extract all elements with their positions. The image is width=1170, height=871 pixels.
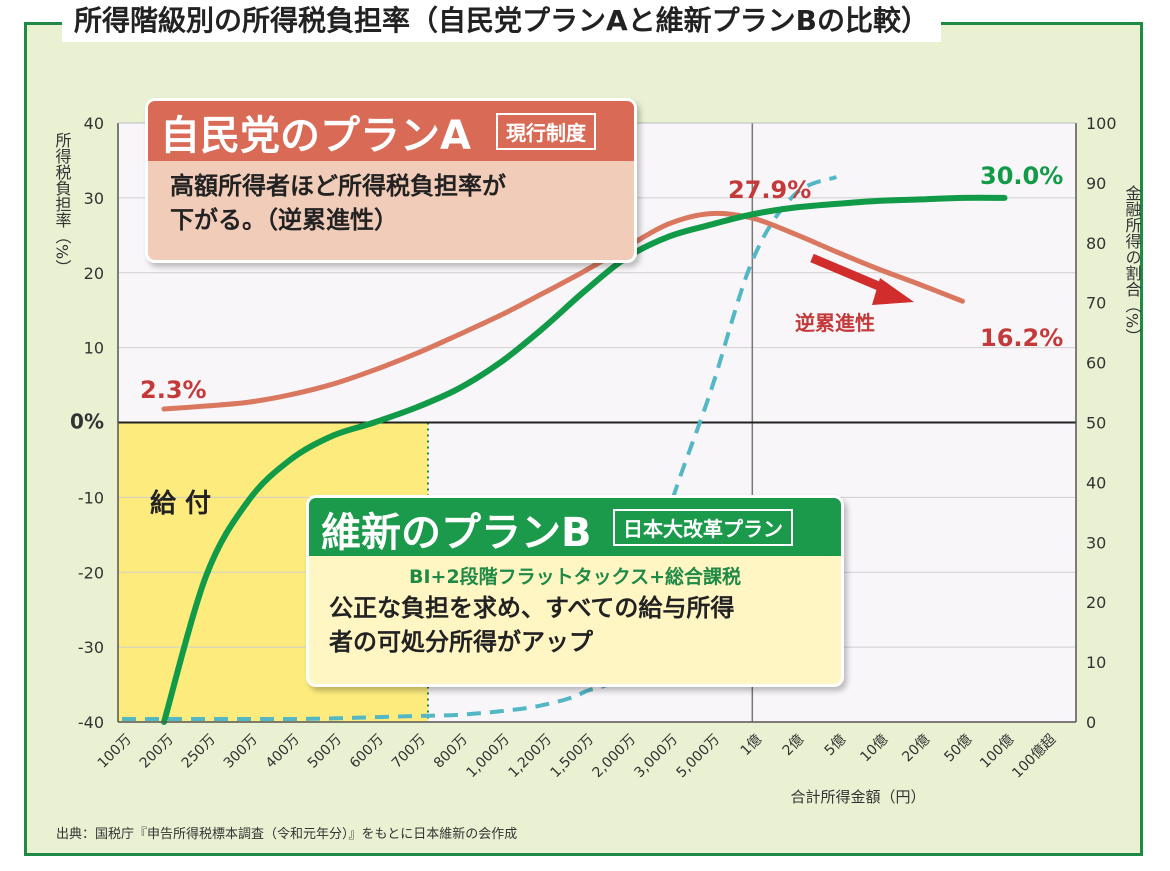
plan-b-box: 維新のプランB 日本大改革プラン BI+2段階フラットタックス+総合課税 公正な… [306, 495, 844, 687]
financial-income-share-line [122, 175, 838, 722]
x-tick-label: 700万 [389, 732, 429, 772]
left-tick-label: 10 [84, 339, 104, 358]
x-tick-label: 400万 [263, 732, 303, 772]
left-tick-label: 20 [84, 264, 104, 283]
x-tick-label: 100億 [977, 732, 1017, 772]
left-tick-label: 0% [70, 410, 104, 434]
x-tick-label: 1,200万 [505, 732, 555, 782]
plan-b-text-line2: 者の可処分所得がアップ [329, 628, 593, 656]
x-tick-label: 20億 [899, 732, 933, 766]
left-tick-label: -30 [78, 638, 104, 657]
plan-b-tag: 日本大改革プラン [613, 509, 793, 546]
right-tick-label: 10 [1086, 653, 1106, 672]
y-right-axis-title: 金融所得の割合（%） [1123, 185, 1142, 344]
x-tick-label: 1,500万 [547, 732, 597, 782]
right-tick-label: 80 [1086, 234, 1106, 253]
x-axis-title: 合計所得金額（円） [790, 788, 925, 806]
source-note: 出典：国税庁『申告所得税標本調査（令和元年分）』をもとに日本維新の会作成 [56, 827, 518, 842]
x-tick-label: 5,000万 [674, 732, 724, 782]
right-tick-label: 50 [1086, 414, 1106, 433]
plan-a-header: 自民党のプランA 現行制度 [148, 101, 634, 161]
plan-a-text-line1: 高額所得者ほど所得税負担率が [170, 172, 506, 200]
right-tick-label: 60 [1086, 354, 1106, 373]
plan-b-line [161, 194, 1008, 725]
chart-title: 所得階級別の所得税負担率（自民党プランAと維新プランBの比較） [62, 0, 942, 42]
right-tick-label: 100 [1086, 114, 1117, 133]
plan-a-title: 自民党のプランA [160, 113, 471, 159]
x-tick-label: 600万 [347, 732, 387, 772]
plan-a-line [161, 210, 965, 412]
left-tick-label: 40 [84, 114, 104, 133]
left-tick-label: -40 [78, 713, 104, 732]
x-tick-label: 200万 [137, 732, 177, 772]
right-tick-label: 30 [1086, 533, 1106, 552]
label-a-peak: 27.9% [728, 176, 811, 204]
y-left-axis-title: 所得税負担率（%） [53, 132, 72, 275]
right-tick-label: 20 [1086, 593, 1106, 612]
right-tick-label: 70 [1086, 294, 1106, 313]
regressive-label: 逆累進性 [795, 311, 875, 335]
plan-b-description: 公正な負担を求め、すべての給与所得 者の可処分所得がアップ [309, 589, 841, 661]
plan-a-description: 高額所得者ほど所得税負担率が 下がる。（逆累進性） [148, 161, 634, 245]
x-tick-label: 50億 [941, 732, 975, 766]
right-tick-label: 40 [1086, 473, 1106, 492]
plan-b-text-line1: 公正な負担を求め、すべての給与所得 [329, 594, 735, 622]
left-tick-label: 30 [84, 189, 104, 208]
right-tick-label: 0 [1086, 713, 1096, 732]
left-tick-label: -10 [78, 488, 104, 507]
x-tick-label: 100万 [95, 732, 135, 772]
plan-a-text-line2: 下がる。（逆累進性） [170, 206, 398, 234]
x-tick-label: 2,000万 [590, 732, 640, 782]
x-tick-label: 300万 [221, 732, 261, 772]
x-tick-label: 1,000万 [463, 732, 513, 782]
left-tick-label: -20 [78, 563, 104, 582]
x-tick-label: 3,000万 [632, 732, 682, 782]
x-tick-label: 100億超 [1009, 732, 1059, 782]
x-tick-label: 250万 [179, 732, 219, 772]
plan-b-subtitle: BI+2段階フラットタックス+総合課税 [408, 566, 742, 588]
x-tick-label: 500万 [305, 732, 345, 772]
label-b-end: 30.0% [980, 162, 1063, 190]
x-tick-label: 10億 [857, 732, 891, 766]
benefit-label: 給 付 [150, 488, 211, 519]
x-tick-label: 5億 [822, 732, 850, 760]
right-tick-label: 90 [1086, 174, 1106, 193]
x-tick-label: 2億 [780, 732, 808, 760]
plan-b-header: 維新のプランB 日本大改革プラン [309, 498, 841, 556]
regressive-arrow-shaft [810, 253, 890, 295]
plan-a-box: 自民党のプランA 現行制度 高額所得者ほど所得税負担率が 下がる。（逆累進性） [145, 98, 637, 263]
x-tick-label: 1億 [738, 732, 766, 760]
label-a-end: 16.2% [980, 324, 1063, 352]
x-tick-label: 800万 [431, 732, 471, 772]
plan-b-title: 維新のプランB [321, 510, 592, 556]
plan-a-tag: 現行制度 [496, 113, 596, 150]
regressive-arrow-head [872, 278, 914, 305]
label-a-start: 2.3% [140, 376, 207, 404]
